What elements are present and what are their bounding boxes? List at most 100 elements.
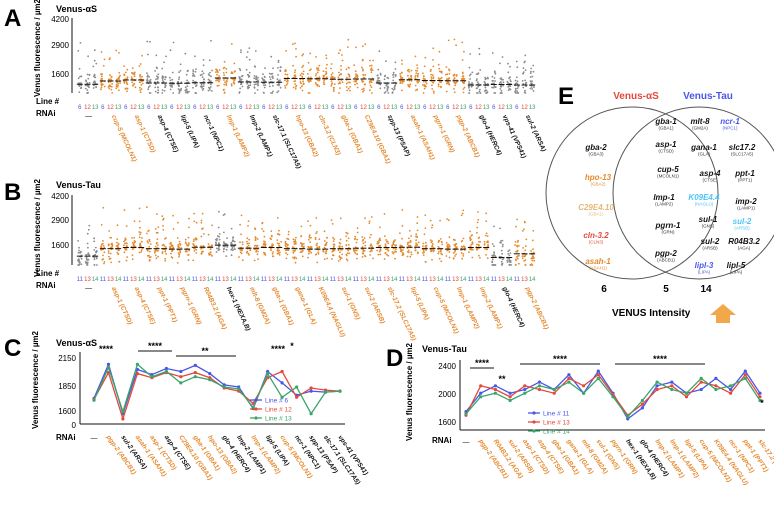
data-point: [400, 250, 402, 253]
venn-gene-ortholog: (GRN): [662, 230, 675, 235]
series-point: [640, 402, 645, 406]
data-point: [109, 78, 112, 81]
data-point: [126, 83, 129, 85]
data-point: [286, 73, 289, 76]
data-point: [247, 252, 250, 255]
data-point: [491, 75, 494, 78]
line-number: 13: [276, 105, 283, 111]
data-point: [492, 264, 494, 266]
data-point: [392, 247, 395, 250]
data-point: [433, 92, 435, 94]
data-point: [231, 247, 234, 250]
data-point: [447, 81, 450, 83]
data-point: [192, 79, 195, 82]
data-point: [169, 49, 172, 52]
series-point: [758, 395, 762, 399]
series-point: [655, 387, 659, 392]
data-point: [341, 54, 343, 56]
data-point: [80, 75, 83, 78]
data-point: [431, 245, 433, 248]
line-number: 11: [445, 277, 452, 283]
data-point: [156, 213, 158, 215]
data-point: [415, 242, 417, 245]
data-point: [501, 56, 504, 58]
line-number: 12: [153, 105, 160, 111]
data-point: [287, 249, 290, 251]
data-point: [437, 77, 440, 80]
data-point: [248, 71, 251, 74]
data-point: [484, 76, 486, 79]
data-point: [255, 83, 257, 86]
data-point: [525, 253, 527, 256]
data-point: [517, 257, 519, 260]
legend-label: Line # 6: [265, 398, 289, 405]
data-point: [477, 237, 480, 240]
series-point: [179, 375, 183, 379]
data-point: [239, 79, 241, 81]
data-point: [302, 80, 304, 83]
data-point: [423, 250, 425, 253]
data-point: [269, 78, 272, 81]
data-point: [507, 257, 510, 260]
venn-gene-ortholog: (NPC1): [722, 126, 738, 131]
data-point: [385, 248, 387, 251]
data-point: [440, 260, 443, 263]
data-point: [432, 47, 435, 50]
panel-letter-a: A: [4, 5, 21, 32]
data-point: [452, 257, 455, 260]
data-point: [362, 69, 364, 72]
line-number: 6: [170, 105, 174, 111]
data-point: [164, 259, 167, 262]
data-point: [530, 67, 532, 70]
data-point: [268, 76, 271, 78]
data-point: [399, 247, 402, 250]
data-point: [533, 86, 535, 88]
data-point: [332, 236, 334, 239]
data-point: [161, 89, 164, 91]
series-point: [626, 415, 630, 419]
data-point: [369, 244, 372, 247]
line-number: 13: [506, 105, 513, 111]
data-point: [363, 77, 366, 79]
data-point: [141, 237, 143, 239]
data-point: [317, 67, 320, 70]
data-point: [177, 244, 180, 246]
data-point: [103, 251, 106, 254]
data-point: [529, 72, 532, 75]
data-point: [164, 84, 167, 87]
data-point: [370, 64, 373, 67]
data-point: [372, 79, 375, 82]
data-point: [188, 217, 190, 220]
data-point: [339, 73, 342, 75]
data-point: [115, 49, 118, 52]
data-point: [276, 252, 279, 255]
data-point: [371, 69, 374, 71]
data-point: [215, 79, 218, 82]
data-point: [211, 69, 213, 72]
data-point: [100, 51, 103, 53]
data-point: [395, 248, 397, 251]
data-point: [431, 242, 434, 245]
data-point: [277, 74, 279, 76]
data-point: [362, 90, 364, 93]
data-point: [202, 85, 205, 87]
data-point: [96, 264, 98, 266]
data-point: [276, 242, 279, 245]
data-point: [107, 250, 110, 253]
data-point: [140, 84, 143, 86]
data-point: [356, 231, 359, 234]
data-point: [256, 253, 259, 256]
line-number: 14: [529, 277, 536, 283]
series-point: [251, 405, 255, 410]
venn-gene-ortholog: (GBA3): [588, 152, 604, 157]
panel-b-ytick-1: 4200: [51, 192, 69, 201]
data-point: [391, 87, 394, 90]
data-point: [531, 256, 534, 259]
data-point: [507, 82, 509, 84]
data-point: [400, 77, 402, 80]
line-number: 11: [261, 277, 268, 283]
data-point: [222, 72, 225, 74]
data-point: [117, 249, 120, 252]
data-point: [99, 88, 102, 91]
data-point: [475, 73, 478, 75]
